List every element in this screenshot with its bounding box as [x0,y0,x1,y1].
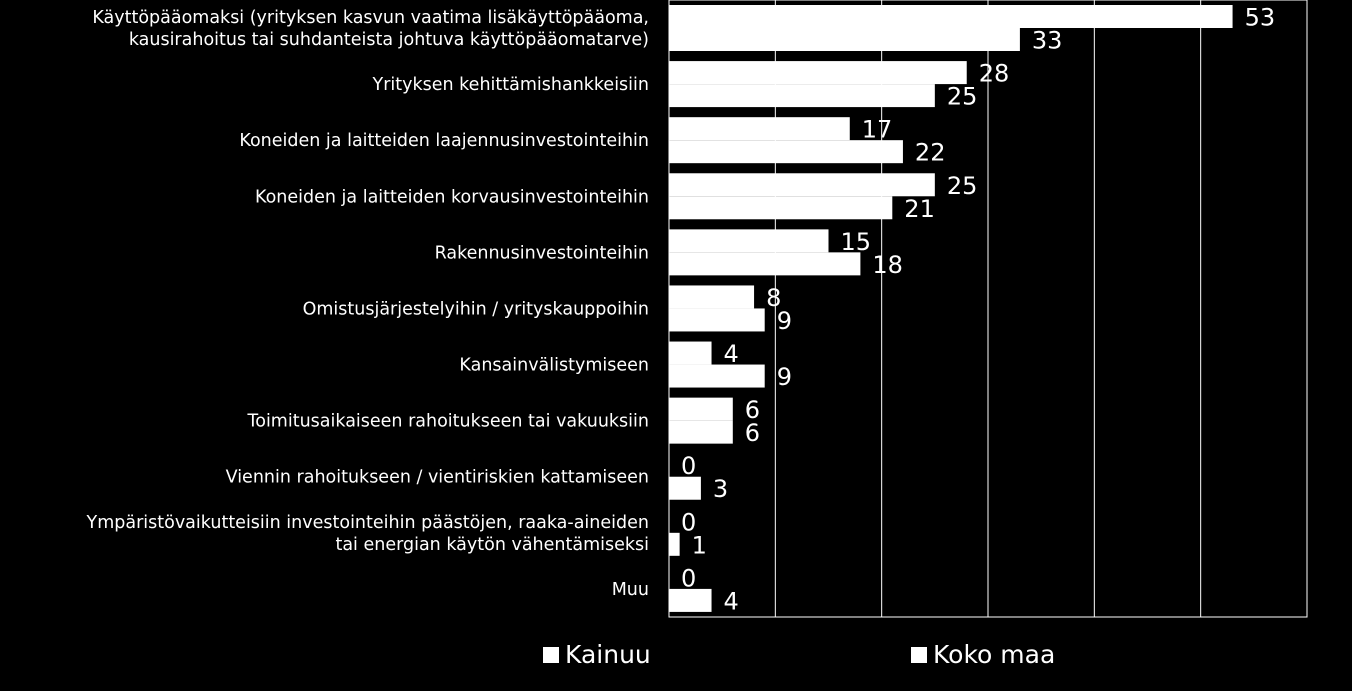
legend-item-kainuu: Kainuu [543,640,651,669]
data-label-kainuu: 53 [1245,4,1276,32]
bar-koko-maa [669,420,733,444]
data-label-koko-maa: 9 [777,307,792,335]
data-label-kainuu: 0 [681,452,696,480]
category-label: Viennin rahoitukseen / vientiriskien kat… [226,468,649,488]
data-label-kainuu: 6 [745,396,760,424]
bar-koko-maa [669,588,712,612]
category-label: Toimitusaikaiseen rahoitukseen tai vakuu… [247,412,649,432]
data-label-kainuu: 15 [841,228,872,256]
bars [669,5,1233,612]
category-label: Rakennusinvestointeihin [435,243,649,263]
bar-kainuu [669,117,850,141]
category-label: kausirahoitus tai suhdanteista johtuva k… [129,30,649,50]
data-label-koko-maa: 22 [915,139,946,167]
data-label-koko-maa: 3 [713,475,728,503]
data-label-koko-maa: 6 [745,419,760,447]
data-label-koko-maa: 9 [777,363,792,391]
bar-kainuu [669,5,1233,28]
legend-swatch-kainuu [543,646,559,663]
category-label: Koneiden ja laitteiden korvausinvestoint… [255,187,649,207]
bar-koko-maa [669,476,701,500]
bar-koko-maa [669,252,861,276]
data-label-kainuu: 0 [681,508,696,536]
category-label: Omistusjärjestelyihin / yrityskauppoihin [303,299,649,319]
data-label-koko-maa: 21 [904,195,935,223]
data-label-kainuu: 8 [766,284,781,312]
category-label: Muu [612,580,649,600]
data-label-kainuu: 17 [862,116,893,144]
bar-kainuu [669,341,712,365]
category-label: Yrityksen kehittämishankkeisiin [372,75,649,95]
legend-swatch-koko-maa [911,646,927,663]
category-labels: Käyttöpääomaksi (yrityksen kasvun vaatim… [86,8,649,600]
bar-koko-maa [669,196,893,220]
data-label-kainuu: 0 [681,564,696,592]
bar-koko-maa [669,28,1020,51]
category-label: Käyttöpääomaksi (yrityksen kasvun vaatim… [92,8,649,28]
category-label: Kansainvälistymiseen [459,356,649,376]
data-label-koko-maa: 18 [872,251,903,279]
data-label-koko-maa: 33 [1032,27,1063,55]
data-label-kainuu: 28 [979,60,1010,88]
bar-kainuu [669,397,733,421]
bar-kainuu [669,285,755,309]
bar-koko-maa [669,532,680,556]
bar-koko-maa [669,364,765,388]
legend-item-koko-maa: Koko maa [911,640,1055,669]
bar-koko-maa [669,140,903,164]
bar-kainuu [669,61,967,85]
data-label-kainuu: 4 [724,340,739,368]
legend: Kainuu Koko maa [0,640,1352,676]
legend-label-koko-maa: Koko maa [933,640,1056,669]
category-label: Ympäristövaikutteisiin investointeihin p… [86,513,649,533]
bar-kainuu [669,173,935,197]
bar-kainuu [669,229,829,253]
data-label-koko-maa: 4 [724,587,739,615]
category-label: Koneiden ja laitteiden laajennusinvestoi… [239,131,649,151]
data-label-kainuu: 25 [947,172,978,200]
legend-label-kainuu: Kainuu [565,640,651,669]
bar-koko-maa [669,84,935,108]
bar-koko-maa [669,308,765,332]
data-label-koko-maa: 25 [947,83,978,111]
data-label-koko-maa: 1 [692,531,707,559]
category-label: tai energian käytön vähentämiseksi [335,535,649,555]
